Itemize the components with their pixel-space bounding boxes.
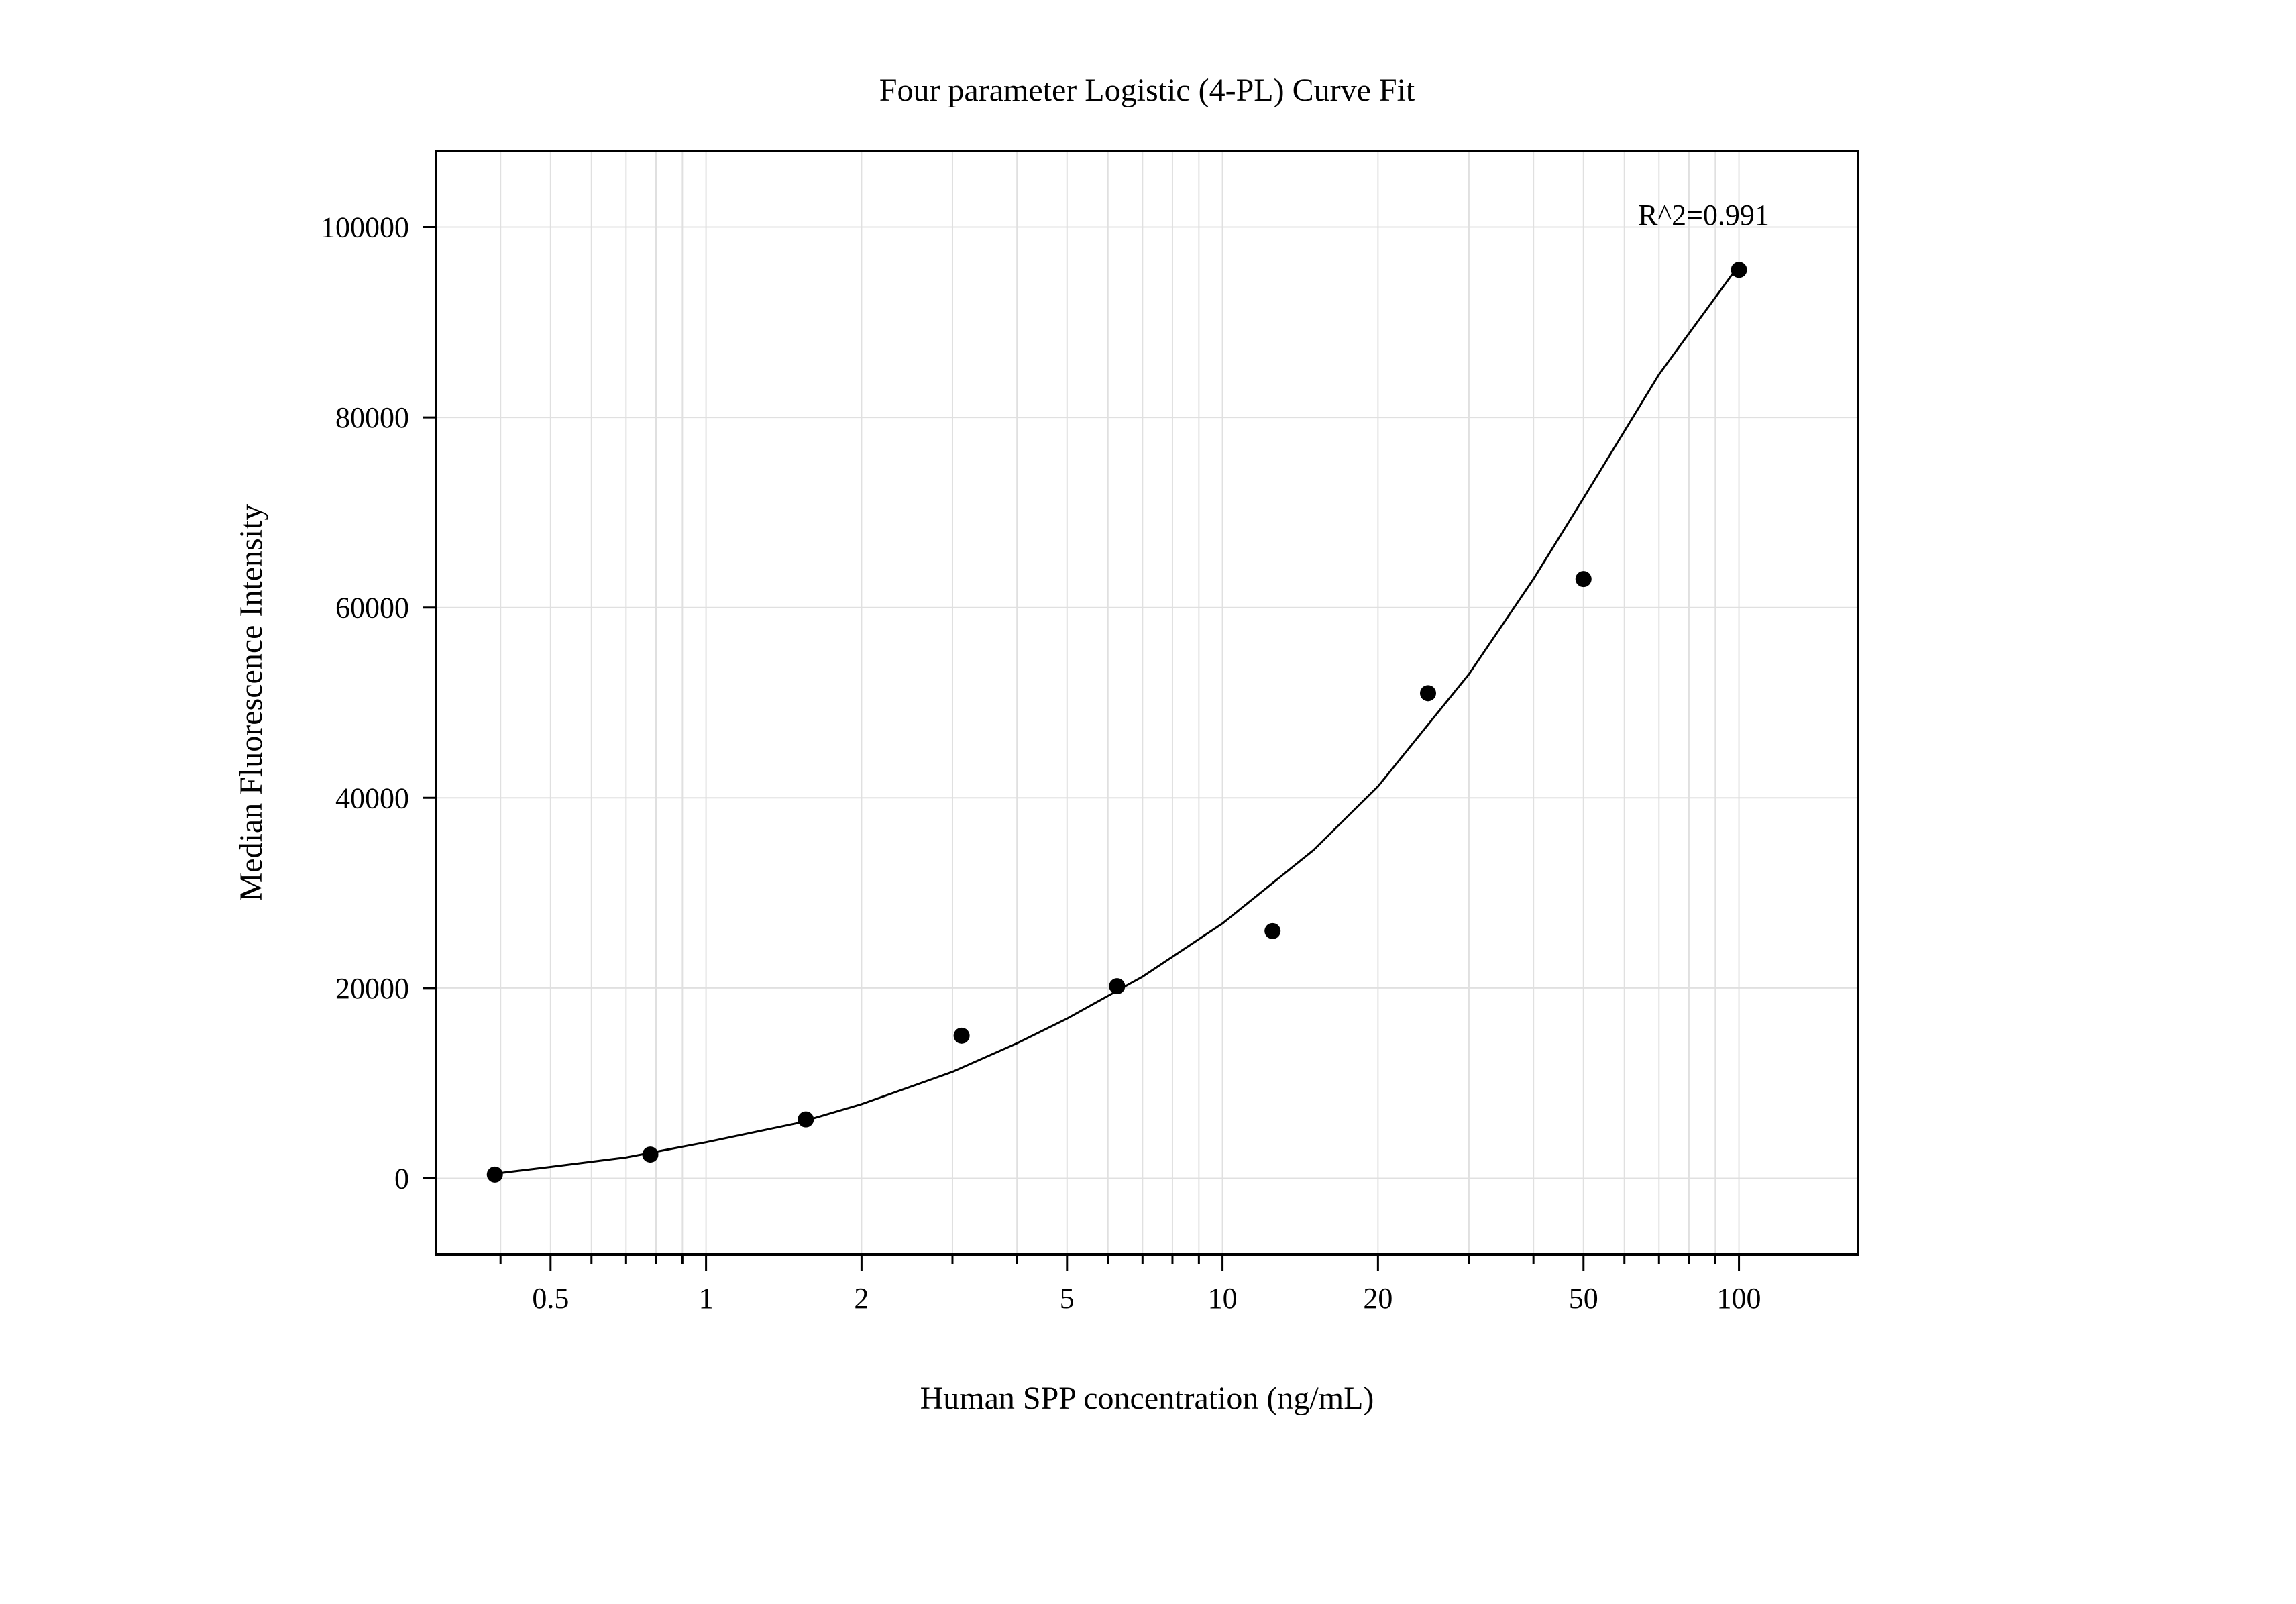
chart-svg: 0 20000 40000 60000 80000 100000 0.5 1 2 5 10 20 50 1… [0,0,2296,1604]
y-tick-label: 20000 [335,972,409,1005]
data-point [1420,685,1436,701]
data-point [1576,571,1592,587]
x-tick-label: 100 [1717,1282,1761,1315]
y-tick-label: 0 [394,1163,409,1195]
data-point [1731,262,1747,278]
x-axis-label: Human SPP concentration (ng/mL) [920,1381,1374,1416]
y-tick-label: 100000 [321,211,409,244]
x-tick-label: 2 [854,1282,869,1315]
data-point [1264,923,1280,939]
data-point [643,1146,659,1163]
chart-title: Four parameter Logistic (4-PL) Curve Fit [879,72,1415,108]
x-tick-label: 1 [699,1282,714,1315]
x-tick-label: 50 [1569,1282,1598,1315]
data-point [487,1167,503,1183]
x-tick-label: 20 [1363,1282,1392,1315]
x-tick-label: 10 [1208,1282,1238,1315]
r-squared-annotation: R^2=0.991 [1638,199,1769,231]
x-tick-label: 0.5 [532,1282,569,1315]
data-point [798,1112,814,1128]
data-point [954,1028,970,1044]
y-axis-label: Median Fluorescence Intensity [233,504,269,902]
x-tick-label: 5 [1060,1282,1075,1315]
y-tick-label: 40000 [335,782,409,814]
y-tick-label: 80000 [335,401,409,434]
data-point [1109,978,1125,994]
y-tick-label: 60000 [335,592,409,625]
chart-container: 0 20000 40000 60000 80000 100000 0.5 1 2 5 10 20 50 1… [0,0,2296,1604]
